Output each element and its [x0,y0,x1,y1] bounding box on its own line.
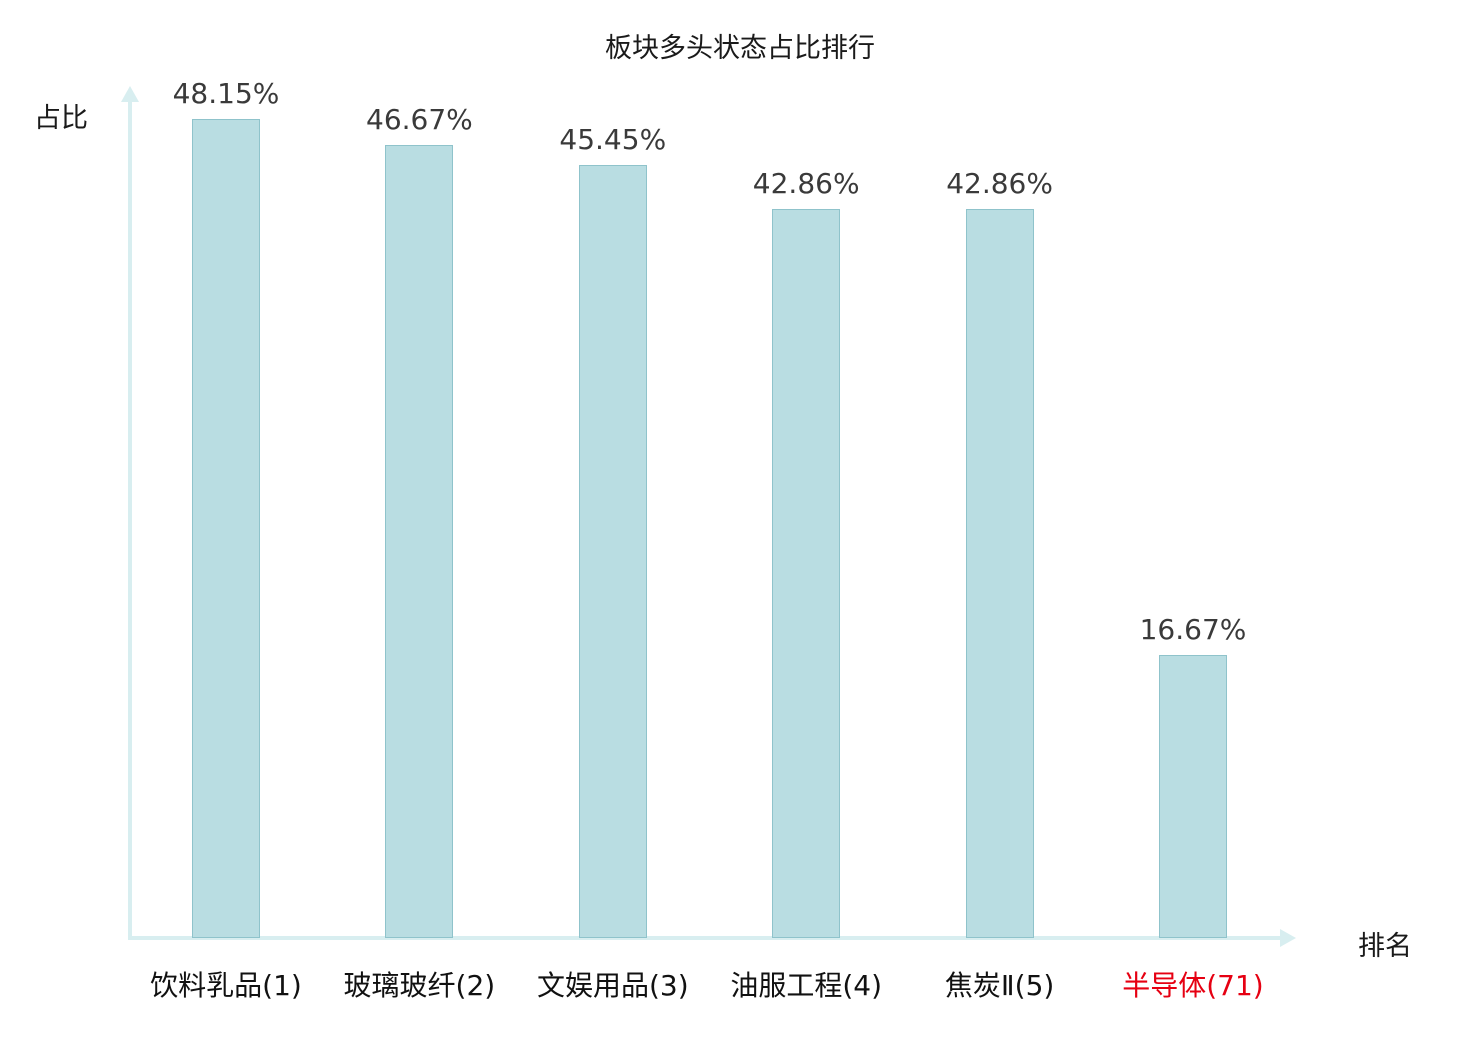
bar-category-label: 文娱用品(3) [536,969,689,1002]
bar [965,209,1034,938]
x-axis-label: 排名 [1358,931,1412,962]
bar-value-label: 48.15% [172,77,280,110]
x-axis-line [128,936,1283,940]
bar-category-label: 油服工程(4) [730,969,883,1002]
bar [192,119,260,938]
bar-value-label: 16.67% [1139,613,1247,646]
bar [772,209,841,938]
y-axis-line [128,100,132,940]
chart-title: 板块多头状态占比排行 [605,33,875,64]
bar-category-label: 焦炭Ⅱ(5) [944,969,1055,1002]
bar [578,165,647,938]
bar-category-label: 玻璃玻纤(2) [343,969,496,1002]
bar [1159,655,1227,938]
bar-value-label: 42.86% [946,167,1053,200]
y-axis-arrow-icon [121,86,139,102]
y-axis-label: 占比 [34,103,88,134]
bar-value-label: 42.86% [752,167,860,200]
x-axis-arrow-icon [1280,929,1296,947]
bar-value-label: 45.45% [559,123,667,156]
bar-value-label: 46.67% [366,103,473,136]
bar-category-label: 半导体(71) [1122,969,1264,1002]
bar [385,145,454,938]
bar-category-label: 饮料乳品(1) [150,969,302,1002]
